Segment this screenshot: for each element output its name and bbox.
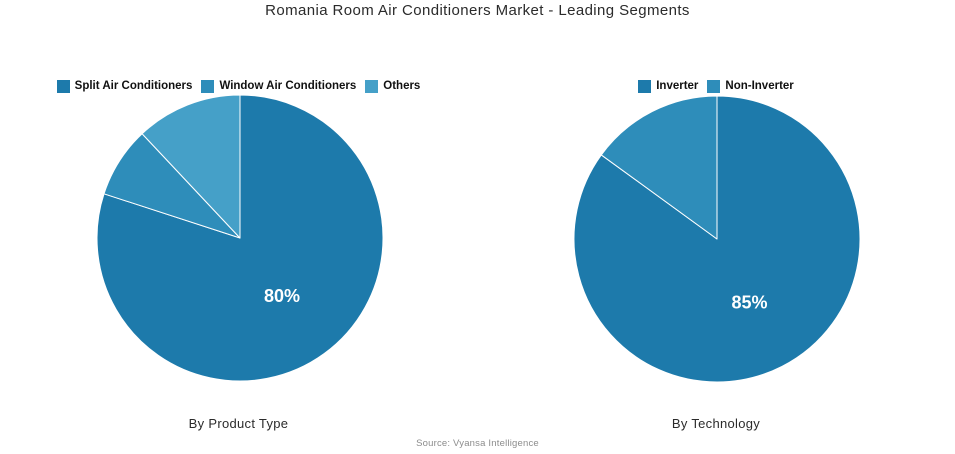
legend-swatch-icon bbox=[201, 79, 215, 93]
product-type-pie-chart[interactable]: 80% bbox=[95, 93, 385, 383]
figure-title: Romania Room Air Conditioners Market - L… bbox=[265, 2, 690, 19]
technology-caption: By Technology bbox=[671, 416, 761, 431]
legend-item-others[interactable]: Others bbox=[365, 79, 421, 93]
pie-slice-others[interactable] bbox=[141, 94, 241, 239]
pie-slice-non-inverter[interactable] bbox=[600, 95, 718, 240]
slice-value-label: 80% bbox=[264, 286, 300, 306]
product-type-caption: By Product Type bbox=[188, 416, 289, 431]
legend-label: Split Air Conditioners bbox=[74, 80, 193, 92]
legend-swatch-icon bbox=[56, 79, 70, 93]
legend-item-split-air-conditioners[interactable]: Split Air Conditioners bbox=[56, 79, 193, 93]
legend-item-non-inverter[interactable]: Non-Inverter bbox=[707, 79, 794, 93]
legend-swatch-icon bbox=[365, 79, 379, 93]
pie-slice-inverter[interactable] bbox=[573, 95, 861, 383]
technology-legend: Inverter Non-Inverter bbox=[477, 78, 955, 94]
legend-swatch-icon bbox=[707, 79, 721, 93]
legend-label: Inverter bbox=[656, 80, 699, 92]
legend-item-inverter[interactable]: Inverter bbox=[638, 79, 699, 93]
legend-label: Others bbox=[383, 80, 421, 92]
product-type-legend: Split Air Conditioners Window Air Conditi… bbox=[0, 78, 477, 94]
slice-value-label: 85% bbox=[731, 293, 767, 313]
technology-pie-chart[interactable]: 85% bbox=[572, 94, 862, 384]
legend-label: Window Air Conditioners bbox=[219, 80, 357, 92]
legend-item-window-air-conditioners[interactable]: Window Air Conditioners bbox=[201, 79, 357, 93]
legend-label: Non-Inverter bbox=[725, 80, 794, 92]
legend-swatch-icon bbox=[638, 79, 652, 93]
source-attribution: Source: Vyansa Intelligence bbox=[416, 438, 539, 449]
